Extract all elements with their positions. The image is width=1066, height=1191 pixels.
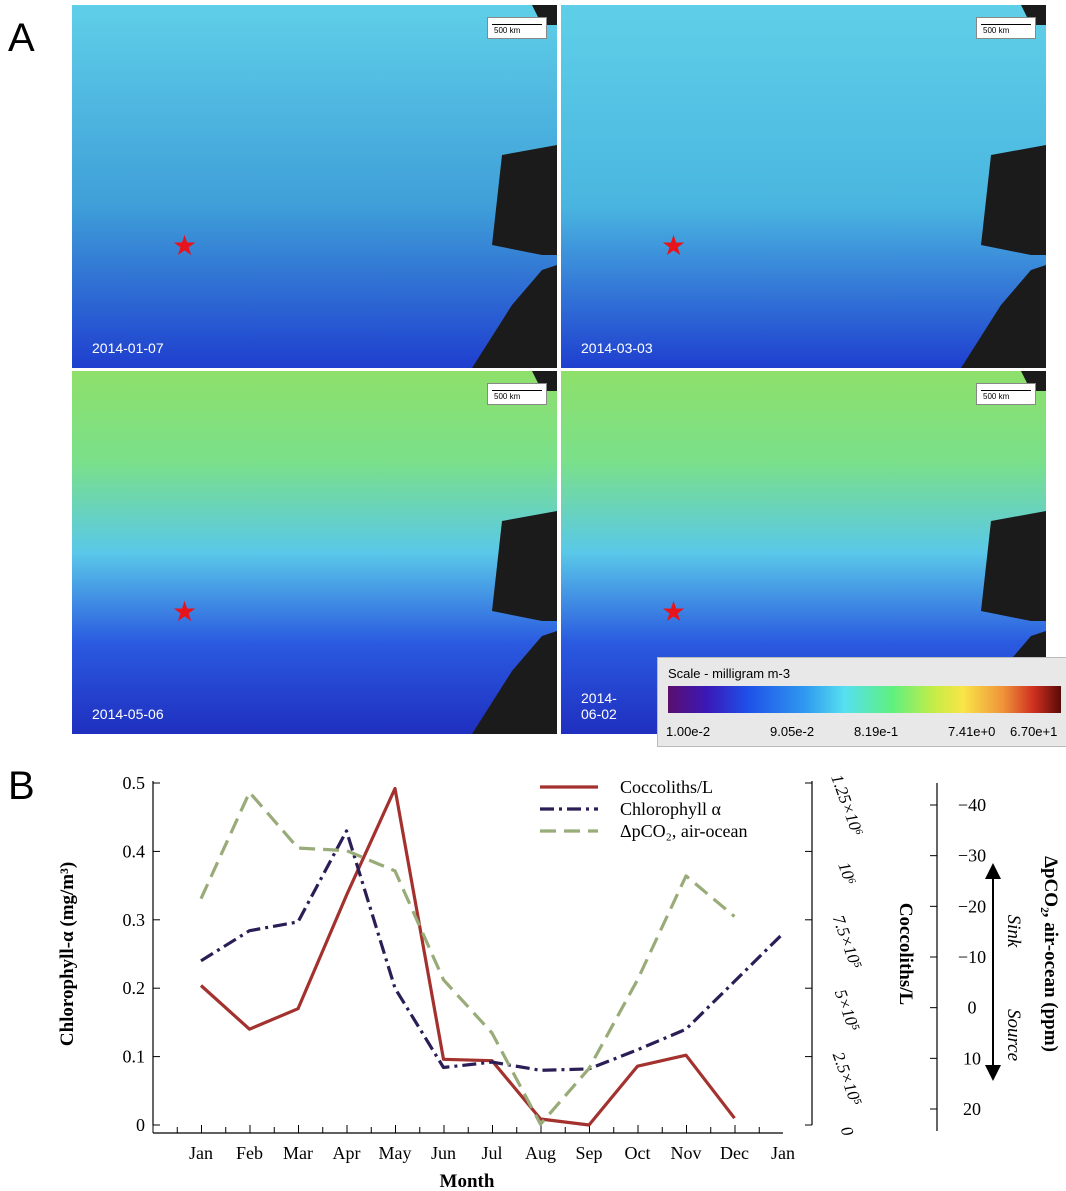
series-line-0 [199,786,736,1127]
satellite-map-2014-05-06: ★ 500 km 2014-05-06 [72,371,557,734]
x-tick-label: Jan [771,1143,795,1163]
right2-y-tick-label: 0 [968,998,977,1018]
colour-gradient-bar [668,686,1061,713]
series-line-2 [199,790,736,1126]
right2-y-tick-label: −40 [958,795,986,815]
satellite-map-2014-01-07: ★ 500 km 2014-01-07 [72,5,557,368]
legend-tick: 8.19e-1 [854,724,899,739]
right1-y-axis-label: Coccoliths/L [895,903,916,1005]
land-mask: ★ [172,371,557,734]
x-tick-label: Jun [431,1143,456,1163]
right1-y-tick-label: 2.5×10⁵ [829,1049,866,1108]
legend-label-0: Coccoliths/L [620,777,713,797]
colour-scale-legend: Scale - milligram m-3 1.00e-2 9.05e-2 8.… [657,657,1066,747]
legend-label-2: ΔpCO₂, air-ocean [620,821,747,841]
legend-tick: 7.41e+0 [948,724,996,739]
map-date-label: 2014-05-06 [92,706,164,722]
land-mask: ★ [172,5,557,368]
right2-y-tick-label: −10 [958,947,986,967]
station-star-icon: ★ [172,231,197,262]
station-star-icon: ★ [661,597,686,628]
panel-label-a: A [8,16,35,60]
map-date-label: 2014-01-07 [92,340,164,356]
left-y-tick-label: 0.1 [123,1047,146,1067]
x-axis-label: Month [440,1171,495,1191]
station-star-icon: ★ [172,597,197,628]
panel-label-b: B [8,764,35,808]
legend-label-1: Chlorophyll α [620,799,722,819]
map-scalebar: 500 km [487,17,547,39]
map-date-label: 2014-06-02 [581,690,617,722]
left-y-tick-label: 0.5 [123,773,146,793]
x-tick-label: Dec [720,1143,749,1163]
left-y-tick-label: 0.4 [123,841,146,861]
land-mask: ★ [661,371,1046,734]
x-tick-label: May [379,1143,412,1163]
right1-y-tick-label: 1.25×10⁶ [827,772,867,839]
right1-y-tick-label: 5×10⁵ [831,987,864,1034]
right2-y-tick-label: 20 [963,1099,981,1119]
right2-y-tick-label: −20 [958,896,986,916]
right2-y-tick-label: 10 [963,1048,981,1068]
right1-y-tick-label: 0 [837,1124,858,1139]
right1-y-tick-label: 10⁶ [834,859,860,887]
x-tick-label: Jul [481,1143,502,1163]
legend-tick: 6.70e+1 [1010,724,1058,739]
right2-y-tick-label: −30 [958,846,986,866]
arrow-down-icon [985,1065,1001,1081]
source-label: Source [1003,1009,1024,1061]
x-tick-label: Feb [236,1143,263,1163]
legend-title: Scale - milligram m-3 [668,666,791,681]
station-star-icon: ★ [661,231,686,262]
legend-tick: 1.00e-2 [666,724,711,739]
x-tick-label: Jan [189,1143,213,1163]
legend-tick: 9.05e-2 [770,724,815,739]
x-tick-label: Apr [333,1143,361,1163]
x-tick-label: Nov [671,1143,702,1163]
right1-y-tick-label: 7.5×10⁵ [829,913,866,972]
seasonal-line-chart: 0 0.1 0.2 0.3 0.4 0.5 Jan Feb Mar Apr May Jun Jul Aug… [57,772,1061,1191]
land-mask: ★ [661,5,1046,368]
sink-label: Sink [1003,915,1024,948]
map-scalebar: 500 km [976,17,1036,39]
left-y-tick-label: 0.3 [123,910,146,930]
left-y-tick-label: 0 [136,1115,145,1135]
right2-y-axis-label: ΔpCO₂, air-ocean (ppm) [1040,856,1061,1052]
arrow-up-icon [985,863,1001,879]
x-tick-label: Mar [283,1143,313,1163]
left-y-tick-label: 0.2 [123,978,146,998]
left-y-axis-label: Chlorophyll-α (mg/m³) [57,862,78,1046]
satellite-map-2014-03-03: ★ 500 km 2014-03-03 [561,5,1046,368]
map-date-label: 2014-03-03 [581,340,653,356]
x-tick-label: Sep [576,1143,603,1163]
map-scalebar: 500 km [976,383,1036,405]
x-tick-label: Aug [525,1143,556,1163]
map-scalebar: 500 km [487,383,547,405]
x-tick-label: Oct [625,1143,651,1163]
